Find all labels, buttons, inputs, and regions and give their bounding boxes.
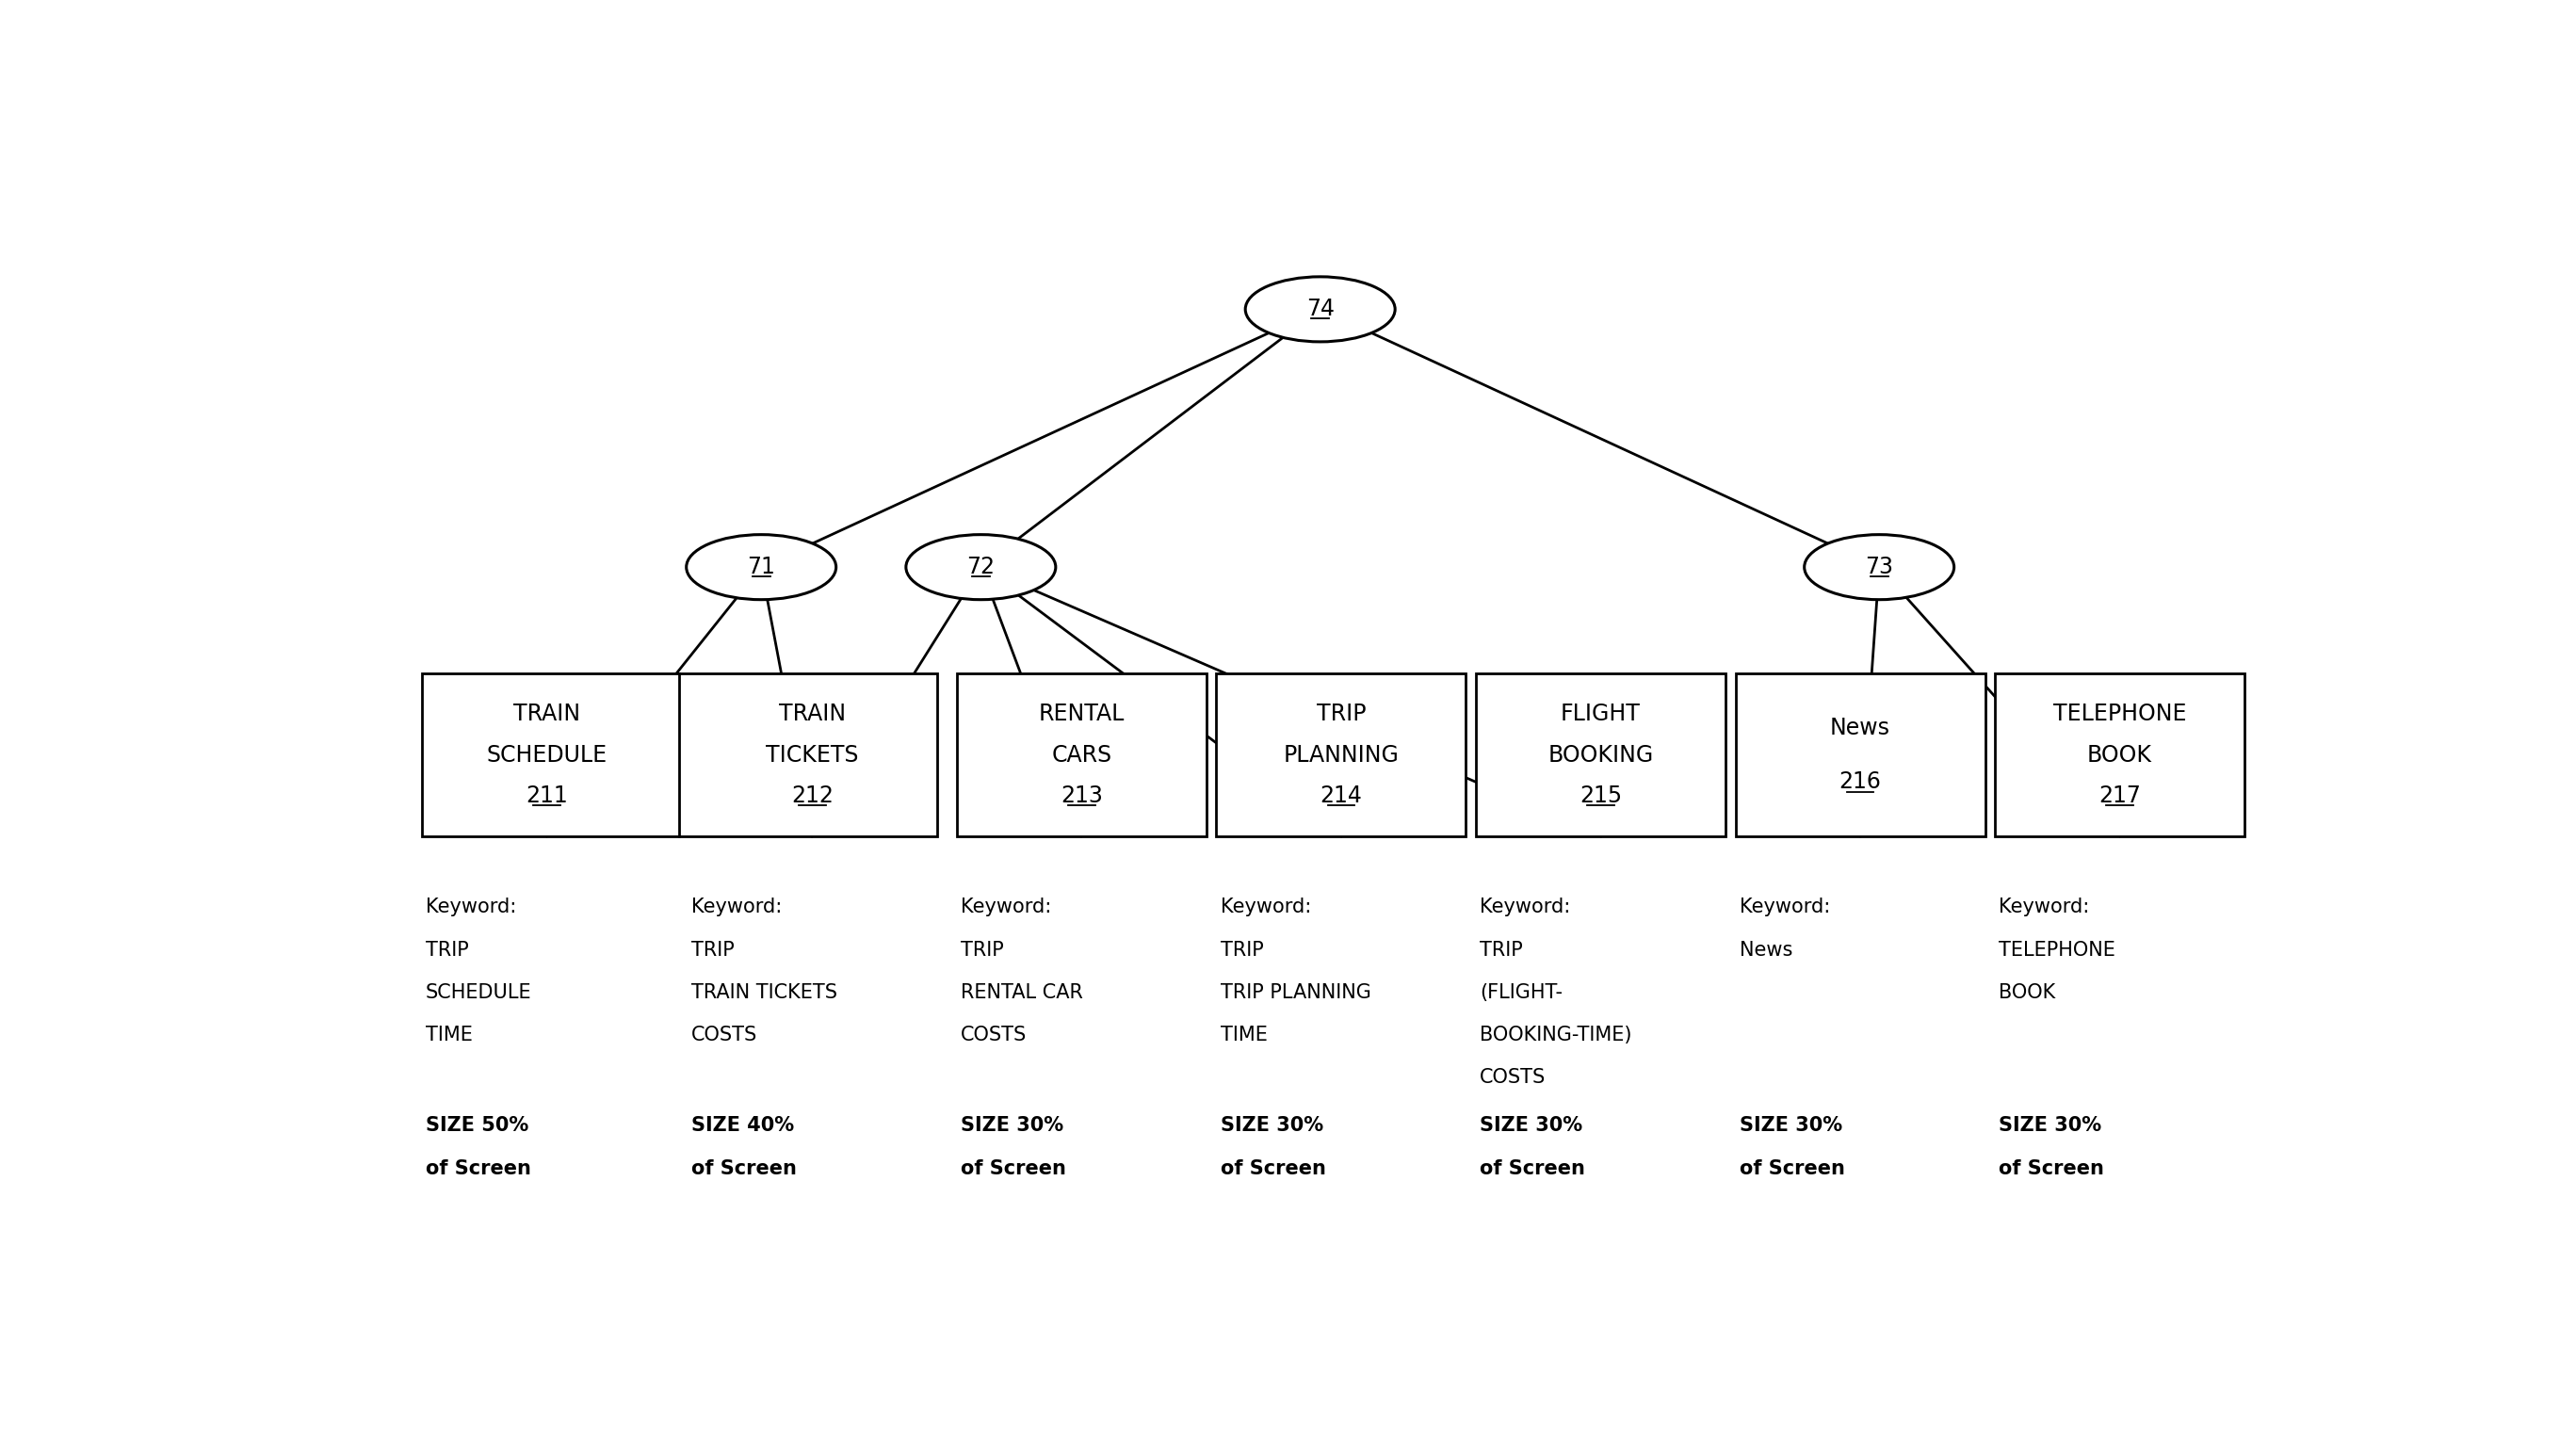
Text: SCHEDULE: SCHEDULE [425, 983, 531, 1002]
Bar [422, 674, 938, 836]
Text: 71: 71 [747, 556, 775, 578]
Text: FLIGHT: FLIGHT [1561, 703, 1641, 725]
Text: Keyword:: Keyword: [1739, 898, 1829, 917]
Text: TICKETS: TICKETS [765, 744, 858, 766]
Text: TRAIN: TRAIN [513, 703, 580, 725]
Text: SIZE 30%: SIZE 30% [961, 1117, 1064, 1136]
Text: BOOK: BOOK [1999, 983, 2056, 1002]
Text: PLANNING: PLANNING [1283, 744, 1399, 766]
Text: of Screen: of Screen [1221, 1159, 1327, 1178]
Bar [1736, 674, 1986, 836]
Text: TRAIN: TRAIN [778, 703, 845, 725]
Text: TRIP: TRIP [1221, 941, 1262, 960]
Text: 213: 213 [1061, 785, 1103, 807]
Text: TRIP: TRIP [961, 941, 1005, 960]
Text: SCHEDULE: SCHEDULE [487, 744, 608, 766]
Text: BOOKING: BOOKING [1548, 744, 1654, 766]
Text: 72: 72 [966, 556, 994, 578]
Text: News: News [1829, 716, 1891, 740]
Text: TRIP: TRIP [1316, 703, 1365, 725]
Text: 212: 212 [791, 785, 832, 807]
Bar [1216, 674, 1466, 836]
Text: TRIP: TRIP [690, 941, 734, 960]
Text: TRIP: TRIP [1479, 941, 1522, 960]
Text: of Screen: of Screen [1999, 1159, 2105, 1178]
Ellipse shape [907, 534, 1056, 600]
Text: COSTS: COSTS [690, 1025, 757, 1044]
Text: CARS: CARS [1051, 744, 1113, 766]
Text: Keyword:: Keyword: [1479, 898, 1571, 917]
Text: Keyword:: Keyword: [1999, 898, 2089, 917]
Text: SIZE 30%: SIZE 30% [1221, 1117, 1324, 1136]
Text: (FLIGHT-: (FLIGHT- [1479, 983, 1564, 1002]
Text: of Screen: of Screen [1479, 1159, 1584, 1178]
Text: of Screen: of Screen [425, 1159, 531, 1178]
Text: 215: 215 [1579, 785, 1623, 807]
Bar [1476, 674, 1726, 836]
Text: 216: 216 [1839, 770, 1880, 794]
Text: Keyword:: Keyword: [690, 898, 783, 917]
Text: SIZE 30%: SIZE 30% [1739, 1117, 1842, 1136]
Text: TIME: TIME [1221, 1025, 1267, 1044]
Text: Keyword:: Keyword: [961, 898, 1051, 917]
Ellipse shape [1244, 277, 1396, 342]
Text: TELEPHONE: TELEPHONE [1999, 941, 2115, 960]
Text: Keyword:: Keyword: [1221, 898, 1311, 917]
Text: SIZE 40%: SIZE 40% [690, 1117, 793, 1136]
Text: 211: 211 [526, 785, 567, 807]
Text: of Screen: of Screen [690, 1159, 796, 1178]
Text: News: News [1739, 941, 1793, 960]
Text: TELEPHONE: TELEPHONE [2053, 703, 2187, 725]
Text: TIME: TIME [425, 1025, 474, 1044]
Text: SIZE 30%: SIZE 30% [1999, 1117, 2102, 1136]
Text: Keyword:: Keyword: [425, 898, 515, 917]
Text: BOOKING-TIME): BOOKING-TIME) [1479, 1025, 1633, 1044]
Text: SIZE 30%: SIZE 30% [1479, 1117, 1582, 1136]
Ellipse shape [1803, 534, 1955, 600]
Text: 74: 74 [1306, 298, 1334, 320]
Text: of Screen: of Screen [961, 1159, 1066, 1178]
Text: COSTS: COSTS [961, 1025, 1028, 1044]
Text: of Screen: of Screen [1739, 1159, 1844, 1178]
Ellipse shape [685, 534, 837, 600]
Text: TRIP: TRIP [425, 941, 469, 960]
Text: SIZE 50%: SIZE 50% [425, 1117, 528, 1136]
Text: RENTAL: RENTAL [1038, 703, 1126, 725]
Text: TRAIN TICKETS: TRAIN TICKETS [690, 983, 837, 1002]
Text: 217: 217 [2099, 785, 2141, 807]
Text: 73: 73 [1865, 556, 1893, 578]
Text: BOOK: BOOK [2087, 744, 2154, 766]
Bar [1994, 674, 2244, 836]
Text: COSTS: COSTS [1479, 1069, 1546, 1088]
Text: 214: 214 [1319, 785, 1363, 807]
Bar [956, 674, 1206, 836]
Text: TRIP PLANNING: TRIP PLANNING [1221, 983, 1370, 1002]
Text: RENTAL CAR: RENTAL CAR [961, 983, 1082, 1002]
